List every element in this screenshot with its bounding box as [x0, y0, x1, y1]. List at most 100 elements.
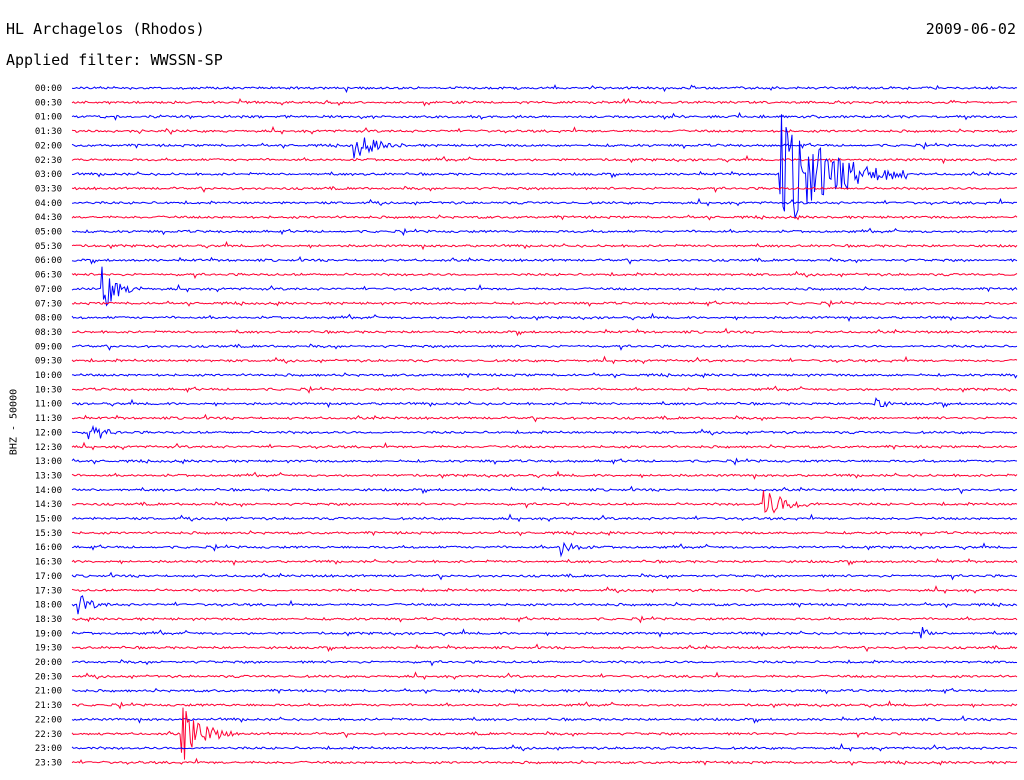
trace-line [71, 541, 1018, 558]
tick-label: 23:30 [35, 758, 62, 768]
tick-label: 05:30 [35, 242, 62, 252]
tick-label: 13:00 [35, 457, 62, 467]
trace-line [71, 270, 1018, 280]
tick-label: 04:30 [35, 213, 62, 223]
tick-label: 19:00 [35, 629, 62, 639]
trace-line [71, 757, 1018, 766]
filter-label: Applied filter: WWSSN-SP [6, 51, 223, 69]
trace-line [71, 424, 1018, 440]
tick-label: 11:00 [35, 400, 62, 410]
trace-line [71, 185, 1018, 193]
tick-label: 01:30 [35, 127, 62, 137]
tick-label: 16:00 [35, 543, 62, 553]
tick-label: 12:30 [35, 443, 62, 453]
tick-label: 06:00 [35, 256, 62, 266]
tick-label: 12:00 [35, 428, 62, 438]
tick-label: 22:00 [35, 715, 62, 725]
trace-line [71, 470, 1018, 480]
tick-label: 15:00 [35, 515, 62, 525]
trace-line [71, 327, 1018, 337]
tick-label-group: 00:00 00:30 01:00 01:30 02:00 02:30 03:00 03:30… [35, 84, 62, 768]
trace-line [71, 700, 1018, 710]
tick-label: 06:30 [35, 271, 62, 281]
trace-line [71, 715, 1018, 724]
trace-line [71, 240, 1018, 251]
trace-line [71, 485, 1018, 495]
tick-label: 16:30 [35, 558, 62, 568]
tick-label: 04:00 [35, 199, 62, 209]
tick-label: 14:30 [35, 500, 62, 510]
station-title: HL Archagelos (Rhodos) [6, 20, 205, 38]
trace-line [71, 299, 1017, 308]
trace-line [71, 312, 1018, 323]
trace-line [71, 490, 1018, 514]
tick-label: 03:00 [35, 170, 62, 180]
tick-label: 11:30 [35, 414, 62, 424]
trace-line [71, 137, 1018, 159]
tick-label: 01:00 [35, 113, 62, 123]
trace-line [71, 372, 1018, 379]
tick-label: 09:00 [35, 342, 62, 352]
date-label: 2009-06-02 [925, 20, 1016, 38]
tick-label: 07:30 [35, 299, 62, 309]
trace-line [71, 154, 1018, 165]
trace-line [71, 125, 1018, 135]
tick-label: 17:30 [35, 586, 62, 596]
tick-label: 18:00 [35, 601, 62, 611]
tick-label: 20:00 [35, 658, 62, 668]
trace-line [71, 643, 1018, 653]
tick-label: 10:30 [35, 385, 62, 395]
trace-line [71, 197, 1017, 207]
tick-label: 03:30 [35, 184, 62, 194]
tick-label: 15:30 [35, 529, 62, 539]
trace-line [71, 397, 1018, 409]
trace-line [71, 227, 1018, 237]
trace-line [71, 111, 1018, 121]
trace-line [72, 513, 1018, 523]
trace-line [71, 615, 1018, 624]
trace-line [71, 457, 1018, 466]
tick-label: 10:00 [35, 371, 62, 381]
trace-line [71, 413, 1018, 423]
trace-line [72, 385, 1018, 394]
trace-line [71, 343, 1018, 351]
trace-group [71, 84, 1018, 766]
trace-line [71, 114, 1018, 218]
tick-label: 08:00 [35, 314, 62, 324]
trace-line [71, 255, 1018, 265]
trace-line [71, 585, 1018, 594]
tick-label: 08:30 [35, 328, 62, 338]
tick-label: 05:00 [35, 228, 62, 238]
trace-line [71, 743, 1018, 752]
tick-label: 09:30 [35, 357, 62, 367]
trace-line [71, 595, 1018, 615]
trace-line [71, 530, 1018, 537]
trace-line [71, 626, 1018, 639]
tick-label: 18:30 [35, 615, 62, 625]
tick-label: 21:00 [35, 687, 62, 697]
tick-label: 21:30 [35, 701, 62, 711]
trace-line [71, 441, 1018, 451]
trace-line [71, 571, 1018, 581]
tick-label: 17:00 [35, 572, 62, 582]
tick-label: 20:30 [35, 672, 62, 682]
trace-line [71, 355, 1018, 365]
trace-line [71, 214, 1018, 221]
trace-line [71, 659, 1018, 667]
trace-line [72, 671, 1018, 681]
tick-label: 00:30 [35, 98, 62, 108]
trace-line [71, 558, 1018, 567]
trace-line [71, 266, 1018, 307]
tick-label: 02:30 [35, 156, 62, 166]
tick-label: 00:00 [35, 84, 62, 94]
tick-label: 23:00 [35, 744, 62, 754]
tick-label: 14:00 [35, 486, 62, 496]
tick-label: 02:00 [35, 141, 62, 151]
tick-label: 19:30 [35, 644, 62, 654]
trace-line [71, 84, 1018, 94]
tick-label: 07:00 [35, 285, 62, 295]
trace-line [71, 97, 1018, 107]
tick-label: 13:30 [35, 471, 62, 481]
trace-line [71, 687, 1018, 695]
